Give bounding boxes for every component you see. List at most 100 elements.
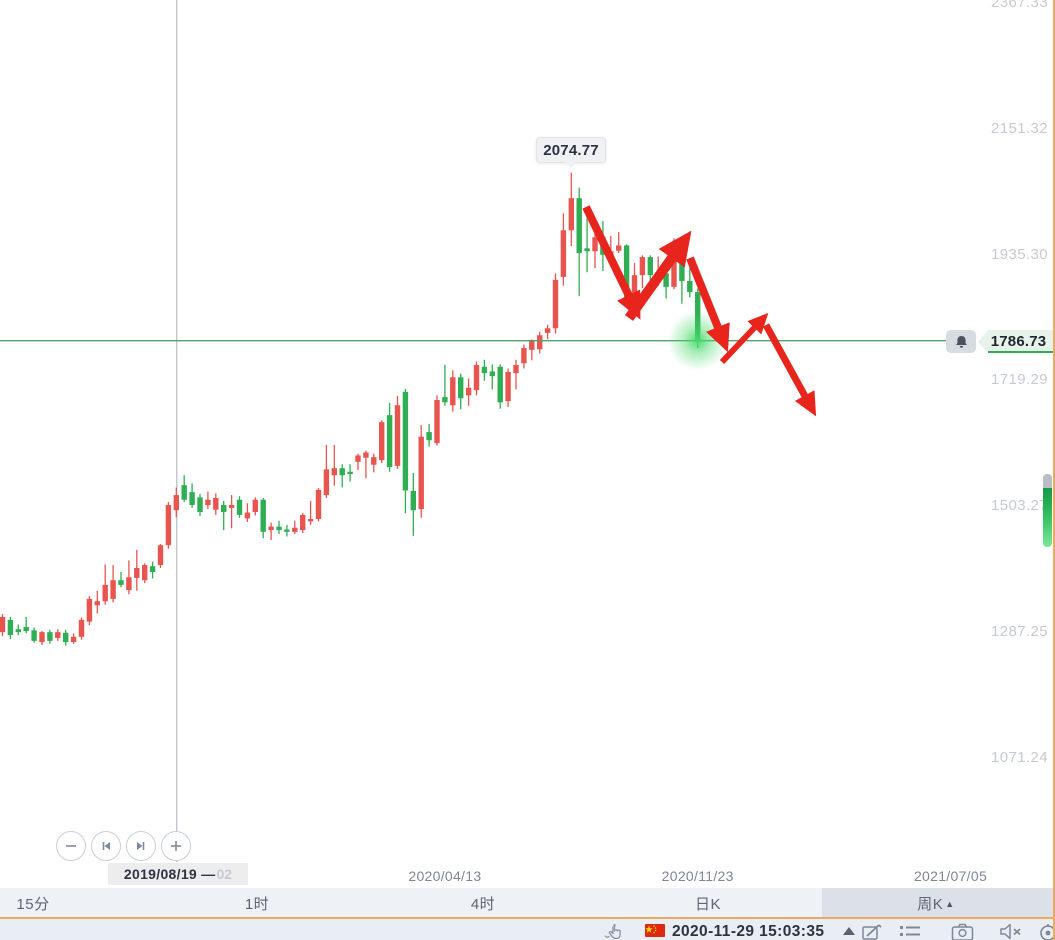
candle-down[interactable] bbox=[402, 388, 409, 514]
depth-bar[interactable] bbox=[1043, 488, 1052, 547]
candle-up[interactable] bbox=[228, 495, 235, 529]
candle-down[interactable] bbox=[442, 364, 448, 406]
candle-up[interactable] bbox=[331, 444, 337, 486]
tab-1hour[interactable]: 1时 bbox=[244, 896, 270, 913]
candle-up[interactable] bbox=[521, 344, 527, 369]
candle-down[interactable] bbox=[679, 236, 685, 304]
candle-up[interactable] bbox=[537, 331, 543, 354]
candle-down[interactable] bbox=[481, 359, 488, 381]
drawing-tools-icon[interactable] bbox=[861, 923, 883, 940]
indicator-list-icon[interactable] bbox=[899, 924, 921, 940]
annotation-arrow[interactable] bbox=[686, 256, 730, 353]
tab-weekly[interactable]: 周K ▲ bbox=[917, 896, 955, 913]
mute-icon[interactable] bbox=[999, 923, 1022, 940]
annotation-arrow[interactable] bbox=[719, 312, 769, 365]
candle-down[interactable] bbox=[189, 483, 195, 508]
skip-to-start-button[interactable] bbox=[91, 831, 121, 861]
candle-up[interactable] bbox=[126, 560, 132, 595]
candle-down[interactable] bbox=[7, 616, 14, 640]
candle-up[interactable] bbox=[639, 255, 646, 289]
candle-down[interactable] bbox=[23, 616, 29, 634]
candle-up[interactable] bbox=[94, 590, 100, 614]
candle-up[interactable] bbox=[252, 497, 258, 516]
candle-down[interactable] bbox=[426, 423, 432, 447]
candle-down[interactable] bbox=[221, 500, 227, 531]
candle-up[interactable] bbox=[355, 453, 361, 470]
candle-up[interactable] bbox=[616, 232, 622, 254]
candle-up[interactable] bbox=[268, 522, 274, 540]
candle-up[interactable] bbox=[213, 493, 219, 515]
tab-15min[interactable]: 15分 bbox=[16, 896, 50, 913]
tab-4hour[interactable]: 4时 bbox=[470, 896, 496, 913]
candle-down[interactable] bbox=[47, 629, 53, 644]
candle-up[interactable] bbox=[592, 230, 598, 269]
candle-up[interactable] bbox=[134, 549, 140, 591]
collapse-toolbar-icon[interactable] bbox=[843, 927, 855, 935]
candle-up[interactable] bbox=[513, 359, 519, 390]
candle-up[interactable] bbox=[418, 425, 424, 518]
candle-up[interactable] bbox=[568, 172, 574, 247]
screenshot-icon[interactable] bbox=[951, 923, 974, 940]
candle-up[interactable] bbox=[434, 395, 440, 446]
candle-up[interactable] bbox=[315, 488, 322, 522]
settings-icon[interactable] bbox=[1038, 923, 1055, 940]
candle-up[interactable] bbox=[157, 544, 164, 568]
candle-up[interactable] bbox=[55, 629, 61, 641]
zoom-out-button[interactable] bbox=[56, 831, 86, 861]
candle-up[interactable] bbox=[78, 617, 85, 640]
candle-down[interactable] bbox=[181, 475, 187, 503]
candle-up[interactable] bbox=[544, 324, 551, 340]
candle-down[interactable] bbox=[647, 255, 653, 281]
candle-up[interactable] bbox=[363, 450, 369, 479]
candle-up[interactable] bbox=[300, 513, 306, 533]
candle-down[interactable] bbox=[687, 267, 693, 298]
candle-up[interactable] bbox=[371, 453, 377, 473]
zoom-in-button[interactable] bbox=[161, 831, 191, 861]
candle-down[interactable] bbox=[31, 627, 37, 643]
candle-down[interactable] bbox=[149, 561, 156, 579]
current-price-tag[interactable]: 1786.73 bbox=[978, 330, 1053, 353]
candle-down[interactable] bbox=[497, 364, 503, 409]
candle-up[interactable] bbox=[142, 563, 148, 584]
candle-up[interactable] bbox=[102, 564, 108, 605]
candle-up[interactable] bbox=[292, 520, 298, 535]
candle-up[interactable] bbox=[505, 368, 511, 407]
tab-daily[interactable]: 日K bbox=[694, 896, 722, 913]
candle-up[interactable] bbox=[307, 500, 314, 525]
candle-down[interactable] bbox=[489, 364, 495, 390]
candle-down[interactable] bbox=[236, 496, 243, 518]
candle-down[interactable] bbox=[15, 624, 21, 636]
candle-up[interactable] bbox=[552, 273, 559, 334]
candle-up[interactable] bbox=[379, 420, 385, 463]
candle-down[interactable] bbox=[63, 629, 69, 646]
candle-down[interactable] bbox=[386, 402, 393, 472]
candle-up[interactable] bbox=[394, 395, 401, 469]
candle-down[interactable] bbox=[347, 464, 353, 482]
candle-up[interactable] bbox=[560, 213, 567, 286]
candle-down[interactable] bbox=[260, 497, 266, 539]
candle-down[interactable] bbox=[339, 464, 345, 488]
candle-down[interactable] bbox=[410, 472, 416, 536]
annotation-arrow[interactable] bbox=[582, 205, 641, 320]
candle-up[interactable] bbox=[173, 487, 179, 518]
draw-gesture-icon[interactable] bbox=[602, 923, 624, 940]
alert-bell-button[interactable] bbox=[946, 330, 976, 353]
candle-up[interactable] bbox=[529, 339, 535, 361]
candle-up[interactable] bbox=[465, 378, 472, 406]
candle-up[interactable] bbox=[205, 491, 211, 510]
annotation-arrow[interactable] bbox=[762, 323, 817, 417]
candle-up[interactable] bbox=[70, 633, 77, 644]
candle-down[interactable] bbox=[284, 524, 290, 537]
candle-down[interactable] bbox=[197, 493, 203, 517]
candle-up[interactable] bbox=[244, 503, 251, 522]
candle-up[interactable] bbox=[0, 614, 6, 637]
candle-down[interactable] bbox=[576, 187, 582, 297]
candle-up[interactable] bbox=[473, 361, 480, 396]
skip-to-end-button[interactable] bbox=[126, 831, 156, 861]
candle-down[interactable] bbox=[118, 572, 124, 588]
candle-down[interactable] bbox=[458, 373, 464, 410]
annotation-arrow[interactable] bbox=[624, 230, 692, 321]
candle-up[interactable] bbox=[450, 370, 456, 412]
candle-up[interactable] bbox=[86, 595, 93, 626]
candle-up[interactable] bbox=[110, 565, 116, 603]
